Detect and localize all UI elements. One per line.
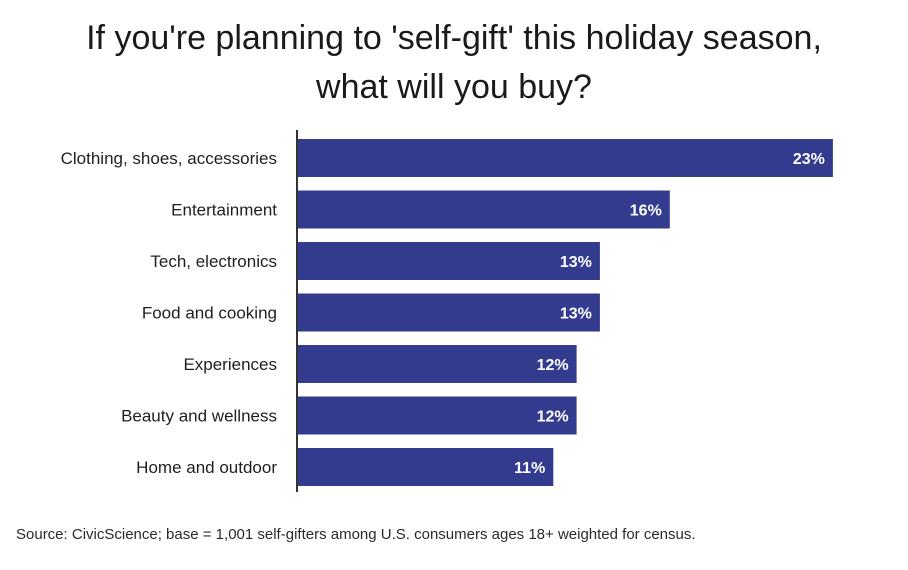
chart-title-line-1: If you're planning to 'self-gift' this h…: [86, 19, 822, 57]
value-label: 23%: [793, 151, 825, 168]
value-label: 16%: [630, 203, 662, 220]
bar-beauty-and-wellness: [297, 396, 577, 435]
bar-food-and-cooking: [297, 293, 600, 332]
category-label: Experiences: [183, 355, 277, 374]
value-label: 13%: [560, 306, 592, 323]
bar-experiences: [297, 345, 577, 383]
source-note: Source: CivicScience; base = 1,001 self-…: [16, 526, 696, 543]
category-label: Food and cooking: [142, 304, 277, 323]
value-label: 13%: [560, 254, 592, 271]
bar-clothing-shoes-accessories: [297, 139, 833, 177]
category-label: Tech, electronics: [150, 252, 277, 271]
chart-title: If you're planning to 'self-gift' this h…: [0, 14, 908, 112]
value-label: 12%: [537, 409, 569, 426]
category-label: Entertainment: [171, 201, 277, 220]
bar-tech-electronics: [297, 242, 600, 280]
value-label: 12%: [537, 357, 569, 374]
bar-home-and-outdoor: [297, 448, 554, 486]
chart-title-line-2: what will you buy?: [316, 68, 592, 106]
category-label: Beauty and wellness: [121, 407, 277, 426]
bar-entertainment: [297, 190, 670, 229]
value-label: 11%: [514, 460, 545, 477]
category-label: Home and outdoor: [136, 458, 277, 477]
category-label: Clothing, shoes, accessories: [61, 149, 277, 168]
